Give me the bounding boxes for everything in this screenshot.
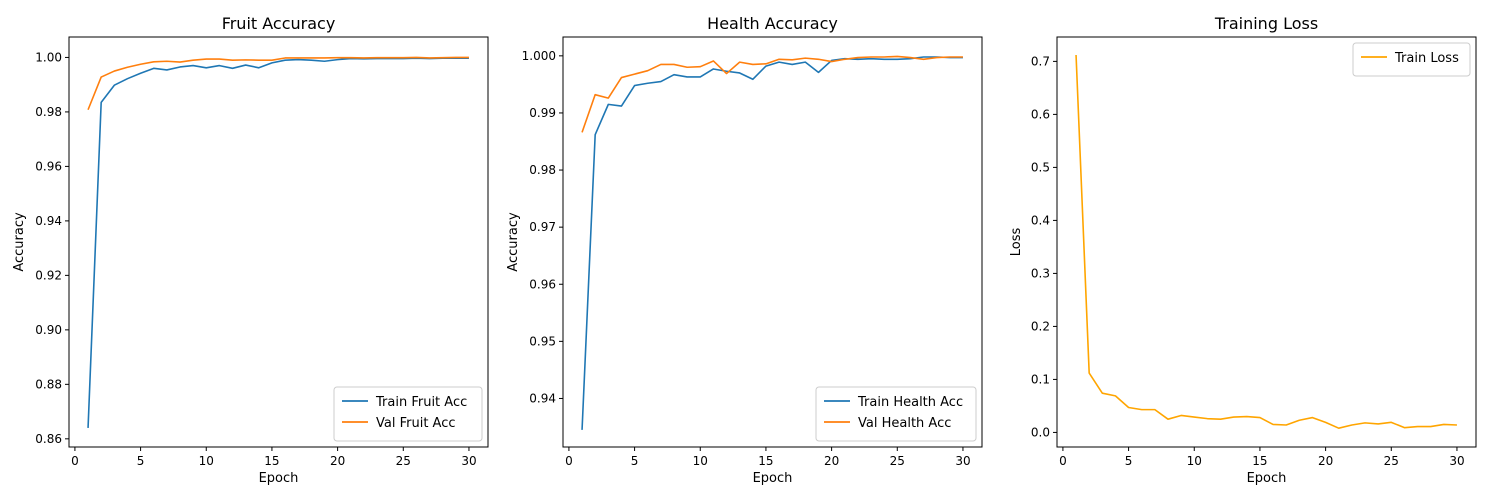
y-tick-label: 0.90 (35, 323, 62, 337)
y-tick-label: 0.99 (529, 106, 556, 120)
y-tick-label: 0.5 (1031, 160, 1050, 174)
y-tick-label: 0.94 (529, 391, 556, 405)
series-line-1 (87, 57, 469, 428)
x-tick-label: 5 (631, 454, 639, 468)
y-tick-label: 0.6 (1031, 107, 1050, 121)
legend-label: Val Health Acc (858, 416, 951, 431)
legend-label: Train Health Acc (857, 395, 963, 410)
y-axis-label: Accuracy (12, 212, 27, 272)
x-tick-label: 10 (199, 454, 214, 468)
y-axis-label: Accuracy (506, 212, 521, 272)
x-axis-label: Epoch (1247, 471, 1287, 486)
series-line-2 (581, 55, 963, 133)
x-tick-label: 20 (1318, 454, 1333, 468)
x-tick-label: 10 (693, 454, 708, 468)
chart-title: Health Accuracy (707, 14, 838, 33)
x-axis-label: Epoch (259, 471, 299, 486)
legend: Train Fruit Acc Val Fruit Acc (333, 386, 483, 442)
legend-label: Val Fruit Acc (376, 416, 456, 431)
x-tick-label: 30 (461, 454, 476, 468)
y-tick-label: 1.000 (522, 49, 556, 63)
y-tick-label: 0.86 (35, 432, 62, 446)
y-tick-label: 0.4 (1031, 213, 1050, 227)
legend-label: Train Loss (1394, 51, 1459, 66)
series-line-1 (581, 56, 963, 430)
legend-box (333, 386, 483, 442)
y-tick-label: 0.2 (1031, 319, 1050, 333)
y-tick-label: 0.3 (1031, 266, 1050, 280)
x-tick-label: 15 (758, 454, 773, 468)
x-tick-label: 0 (1059, 454, 1067, 468)
y-tick-label: 0.96 (35, 159, 62, 173)
x-tick-label: 15 (1252, 454, 1267, 468)
chart-title: Fruit Accuracy (222, 14, 336, 33)
x-tick-label: 5 (1125, 454, 1133, 468)
axes-frame (1056, 36, 1477, 448)
y-tick-label: 0.96 (529, 277, 556, 291)
y-tick-label: 0.88 (35, 377, 62, 391)
y-tick-label: 0.94 (35, 214, 62, 228)
x-tick-label: 5 (137, 454, 145, 468)
chart-panel-2: Health Accuracy 0 5 10 15 20 25 30 0.94 0.95 0.96 0… (506, 14, 983, 486)
y-tick-label: 1.00 (35, 50, 62, 64)
legend: Train Loss (1352, 42, 1471, 77)
legend-box (1352, 42, 1471, 77)
x-tick-label: 30 (955, 454, 970, 468)
legend-label: Train Fruit Acc (375, 395, 467, 410)
y-axis-label: Loss (1009, 228, 1024, 257)
x-tick-label: 20 (824, 454, 839, 468)
axes-frame (68, 36, 489, 448)
x-tick-label: 25 (1384, 454, 1399, 468)
x-tick-label: 15 (264, 454, 279, 468)
axes-frame (562, 36, 983, 448)
x-tick-label: 20 (330, 454, 345, 468)
y-tick-label: 0.98 (529, 163, 556, 177)
y-tick-label: 0.0 (1031, 425, 1050, 439)
legend-box (815, 386, 977, 442)
y-tick-label: 0.95 (529, 334, 556, 348)
series-line-2 (87, 56, 469, 111)
chart-title: Training Loss (1214, 14, 1318, 33)
chart-panel-1: Fruit Accuracy 0 5 10 15 20 25 30 0.86 0.88 0.90 0.… (12, 14, 489, 486)
y-tick-label: 0.92 (35, 268, 62, 282)
chart-panel-3: Training Loss 0 5 10 15 20 25 30 0.0 0.1 0.2 0.3 0.4… (1009, 14, 1477, 486)
x-tick-label: 25 (396, 454, 411, 468)
y-tick-label: 0.97 (529, 220, 556, 234)
series-line-1 (1075, 54, 1457, 429)
y-tick-label: 0.1 (1031, 372, 1050, 386)
legend: Train Health Acc Val Health Acc (815, 386, 977, 442)
x-tick-label: 25 (890, 454, 905, 468)
y-tick-label: 0.98 (35, 105, 62, 119)
x-tick-label: 30 (1449, 454, 1464, 468)
x-tick-label: 0 (565, 454, 573, 468)
x-tick-label: 0 (71, 454, 79, 468)
x-axis-label: Epoch (753, 471, 793, 486)
y-tick-label: 0.7 (1031, 54, 1050, 68)
x-tick-label: 10 (1187, 454, 1202, 468)
